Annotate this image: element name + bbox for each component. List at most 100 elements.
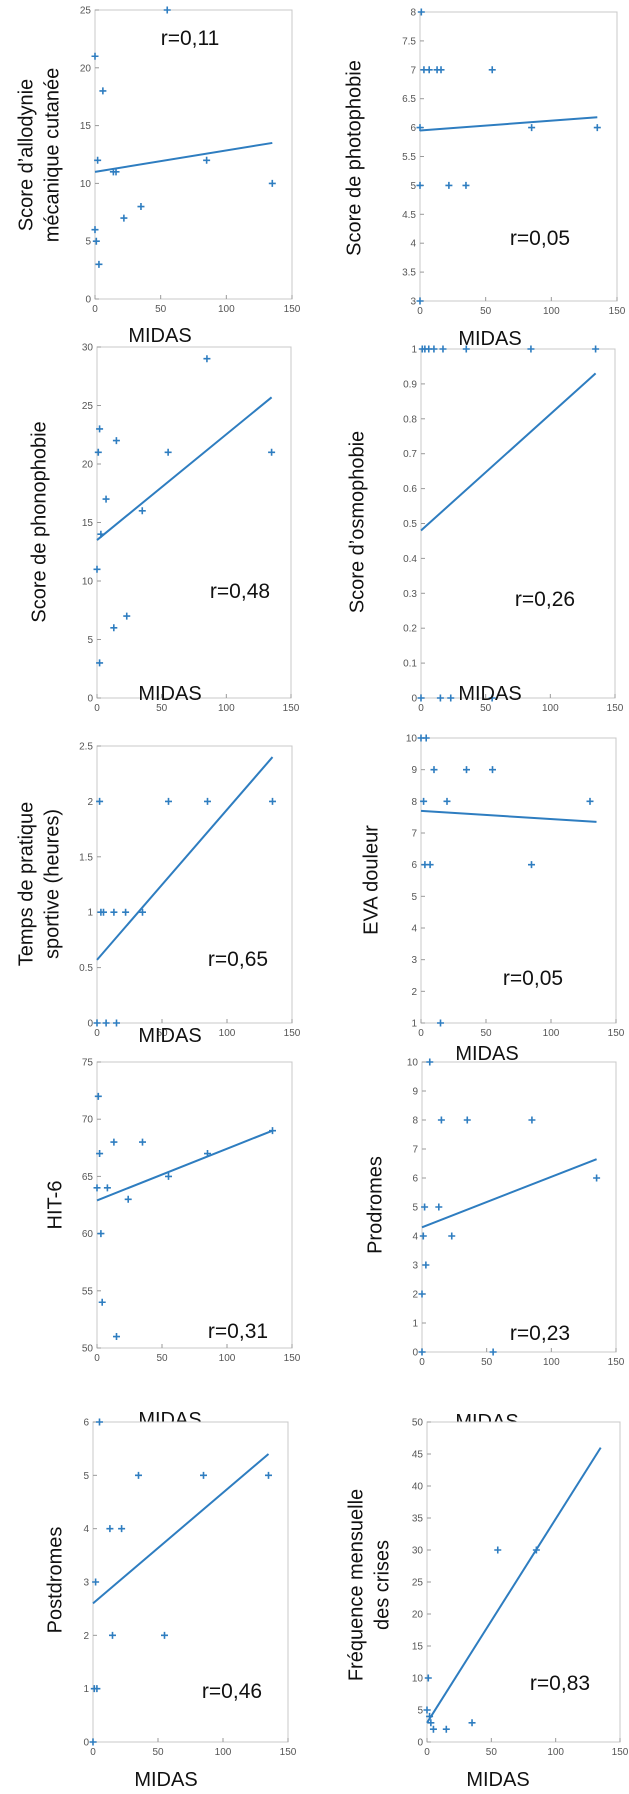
x-tick-label: 0: [92, 304, 98, 315]
y-axis-label: Score de phonophobie: [28, 421, 50, 622]
y-axis-label: Fréquence mensuelle: [345, 1489, 367, 1681]
x-axis-label: MIDAS: [458, 328, 521, 350]
y-axis-label: Prodromes: [364, 1156, 386, 1254]
y-tick-label: 7: [411, 829, 417, 840]
x-tick-label: 50: [486, 1747, 498, 1758]
y-axis-label: EVA douleur: [360, 825, 382, 935]
y-tick-label: 6: [410, 123, 416, 134]
y-tick-label: 0.1: [403, 659, 417, 670]
x-tick-label: 100: [543, 1357, 560, 1368]
y-tick-label: 5: [410, 181, 416, 192]
x-tick-label: 0: [417, 306, 423, 317]
y-tick-label: 0: [85, 295, 91, 306]
y-tick-label: 30: [412, 1546, 424, 1557]
y-tick-label: 0.9: [403, 379, 417, 390]
correlation-annotation: r=0,05: [510, 227, 570, 250]
y-tick-label: 20: [80, 63, 92, 74]
x-tick-label: 0: [419, 1357, 425, 1368]
y-tick-label: 0: [83, 1738, 89, 1749]
y-tick-label: 10: [407, 1058, 419, 1069]
y-tick-label: 3: [412, 1261, 418, 1272]
y-tick-label: 45: [412, 1450, 424, 1461]
y-tick-label: 4: [412, 1232, 418, 1243]
x-tick-label: 100: [218, 703, 235, 714]
scatter-panel-1: 0 50 100 150 0 5 10 15 20 25 r=0,11 MIDAS Score d’al…: [15, 6, 300, 348]
y-tick-label: 40: [412, 1482, 424, 1493]
x-tick-label: 150: [607, 703, 624, 714]
x-tick-label: 100: [219, 1353, 236, 1364]
y-tick-label: 1: [411, 345, 417, 356]
y-tick-label: 2: [87, 797, 93, 808]
y-tick-label: 1: [87, 908, 93, 919]
y-axis-label: des crises: [371, 1540, 393, 1630]
y-tick-label: 1: [411, 1019, 417, 1030]
x-axis-label: MIDAS: [128, 325, 191, 347]
y-tick-label: 7: [412, 1145, 418, 1156]
y-tick-label: 65: [82, 1172, 94, 1183]
y-tick-label: 20: [82, 460, 94, 471]
y-tick-label: 8: [412, 1116, 418, 1127]
plot-frame: [421, 349, 615, 698]
x-tick-label: 150: [609, 306, 626, 317]
y-tick-label: 5: [83, 1471, 89, 1482]
y-tick-label: 2: [83, 1631, 89, 1642]
plot-frame: [420, 12, 617, 301]
scatter-panel-2: 0 50 100 15033.544.555.566.577.58r=0,05MIDA…: [343, 8, 625, 351]
scatter-panel-5: 0 50 100 15000.511.522.5r=0,65MIDASTemps de…: [15, 742, 300, 1048]
y-tick-label: 0: [411, 694, 417, 705]
x-tick-label: 50: [480, 1028, 492, 1039]
x-tick-label: 100: [543, 1028, 560, 1039]
x-tick-label: 150: [284, 1028, 301, 1039]
y-tick-label: 10: [80, 179, 92, 190]
y-tick-label: 30: [82, 343, 94, 354]
y-tick-label: 1: [83, 1684, 89, 1695]
correlation-annotation: r=0,26: [515, 588, 575, 611]
correlation-annotation: r=0,83: [530, 1672, 590, 1695]
y-tick-label: 6.5: [402, 94, 416, 105]
y-tick-label: 6: [411, 860, 417, 871]
x-tick-label: 50: [156, 1353, 168, 1364]
plot-frame: [97, 746, 292, 1023]
y-tick-label: 0.6: [403, 484, 417, 495]
x-tick-label: 100: [215, 1747, 232, 1758]
scatter-panel-9: 0 50 100 1500123456r=0,46MIDASPostdromes: [44, 1418, 296, 1792]
x-tick-label: 100: [543, 306, 560, 317]
y-tick-label: 20: [412, 1610, 424, 1621]
correlation-annotation: r=0,65: [208, 948, 268, 971]
y-tick-label: 9: [412, 1087, 418, 1098]
y-tick-label: 25: [412, 1578, 424, 1589]
y-axis-label: Temps de pratique: [15, 802, 37, 967]
x-tick-label: 0: [90, 1747, 96, 1758]
y-axis-label: mécanique cutanée: [41, 68, 63, 243]
y-tick-label: 0: [412, 1348, 418, 1359]
x-tick-label: 150: [612, 1747, 629, 1758]
y-tick-label: 0.3: [403, 589, 417, 600]
y-tick-label: 0.4: [403, 554, 417, 565]
x-axis-label: MIDAS: [138, 1025, 201, 1047]
y-tick-label: 0: [417, 1738, 423, 1749]
y-axis-label: Score d’osmophobie: [346, 431, 368, 613]
y-tick-label: 3.5: [402, 268, 416, 279]
y-tick-label: 50: [412, 1418, 424, 1429]
y-tick-label: 15: [82, 518, 94, 529]
x-tick-label: 150: [284, 1353, 301, 1364]
scatter-panel-8: 050100150012345678910r=0,23MIDASProdrome…: [364, 1058, 624, 1434]
y-tick-label: 6: [412, 1174, 418, 1185]
y-tick-label: 2.5: [79, 742, 93, 753]
plot-frame: [97, 347, 291, 698]
x-tick-label: 0: [418, 1028, 424, 1039]
x-axis-label: MIDAS: [466, 1769, 529, 1791]
x-tick-label: 50: [481, 1357, 493, 1368]
x-tick-label: 150: [280, 1747, 297, 1758]
x-tick-label: 150: [608, 1357, 625, 1368]
x-tick-label: 100: [218, 304, 235, 315]
y-axis-label: Postdromes: [44, 1527, 66, 1634]
y-tick-label: 9: [411, 765, 417, 776]
y-tick-label: 60: [82, 1229, 94, 1240]
x-tick-label: 50: [155, 304, 167, 315]
x-tick-label: 50: [480, 306, 492, 317]
y-axis-label: HIT-6: [44, 1181, 66, 1230]
y-axis-label: sportive (heures): [41, 809, 63, 959]
y-tick-label: 15: [80, 121, 92, 132]
plot-frame: [97, 1062, 292, 1348]
